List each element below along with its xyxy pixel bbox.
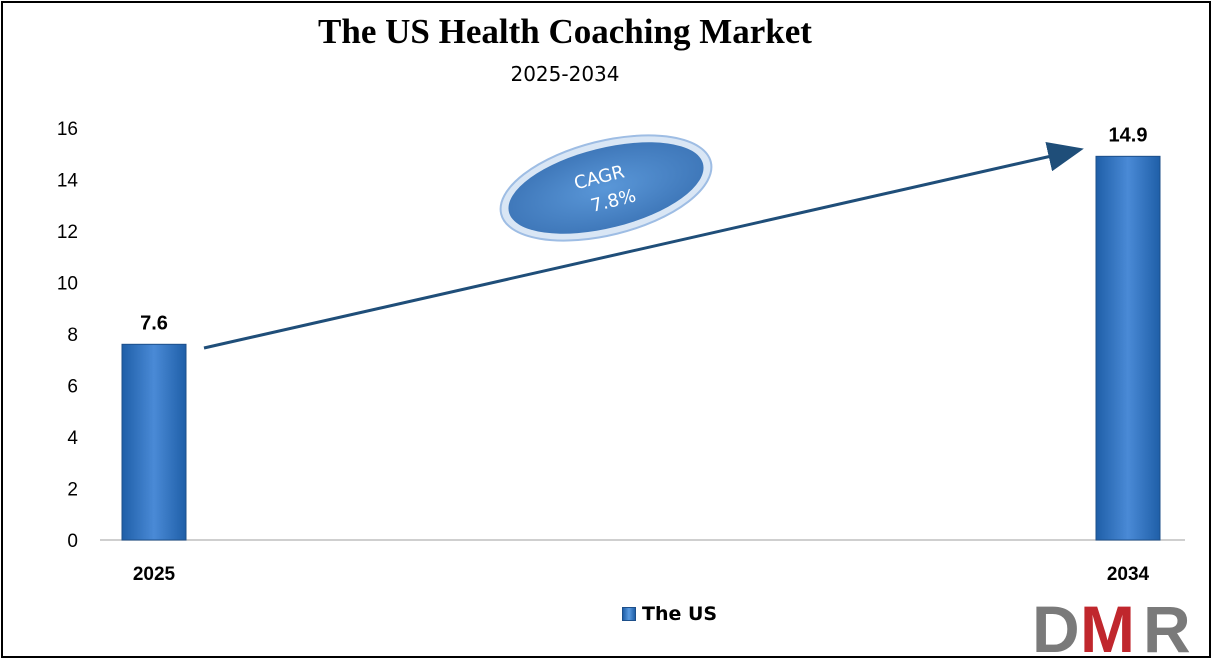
legend-label: The US <box>642 603 718 625</box>
y-tick-label: 2 <box>67 480 78 501</box>
logo-letter-r: R <box>1143 598 1191 656</box>
y-tick-label: 4 <box>67 428 78 449</box>
legend-swatch <box>622 607 636 621</box>
bar-2034 <box>1095 155 1161 541</box>
y-tick-label: 16 <box>57 119 78 140</box>
dmr-logo: D M R <box>1032 598 1191 656</box>
chart-subtitle: 2025-2034 <box>510 62 620 86</box>
growth-arrow <box>203 141 1084 350</box>
y-tick-label: 8 <box>67 325 78 346</box>
cagr-ellipse: CAGR 7.8% <box>499 134 713 242</box>
chart-title: The US Health Coaching Market <box>318 12 812 51</box>
y-tick-label: 14 <box>57 171 79 192</box>
x-category-label: 2025 <box>133 564 176 585</box>
y-tick-label: 0 <box>67 531 78 552</box>
y-tick-label: 10 <box>57 274 78 295</box>
y-tick-label: 12 <box>57 222 78 243</box>
y-tick-label: 6 <box>67 377 78 398</box>
logo-letter-m: M <box>1080 598 1135 656</box>
logo-letter-d: D <box>1032 598 1080 656</box>
x-category-label: 2034 <box>1107 564 1150 585</box>
legend: The US <box>622 603 717 625</box>
bar-2025 <box>121 343 187 541</box>
data-label: 14.9 <box>1109 124 1148 146</box>
data-label: 7.6 <box>140 312 168 334</box>
